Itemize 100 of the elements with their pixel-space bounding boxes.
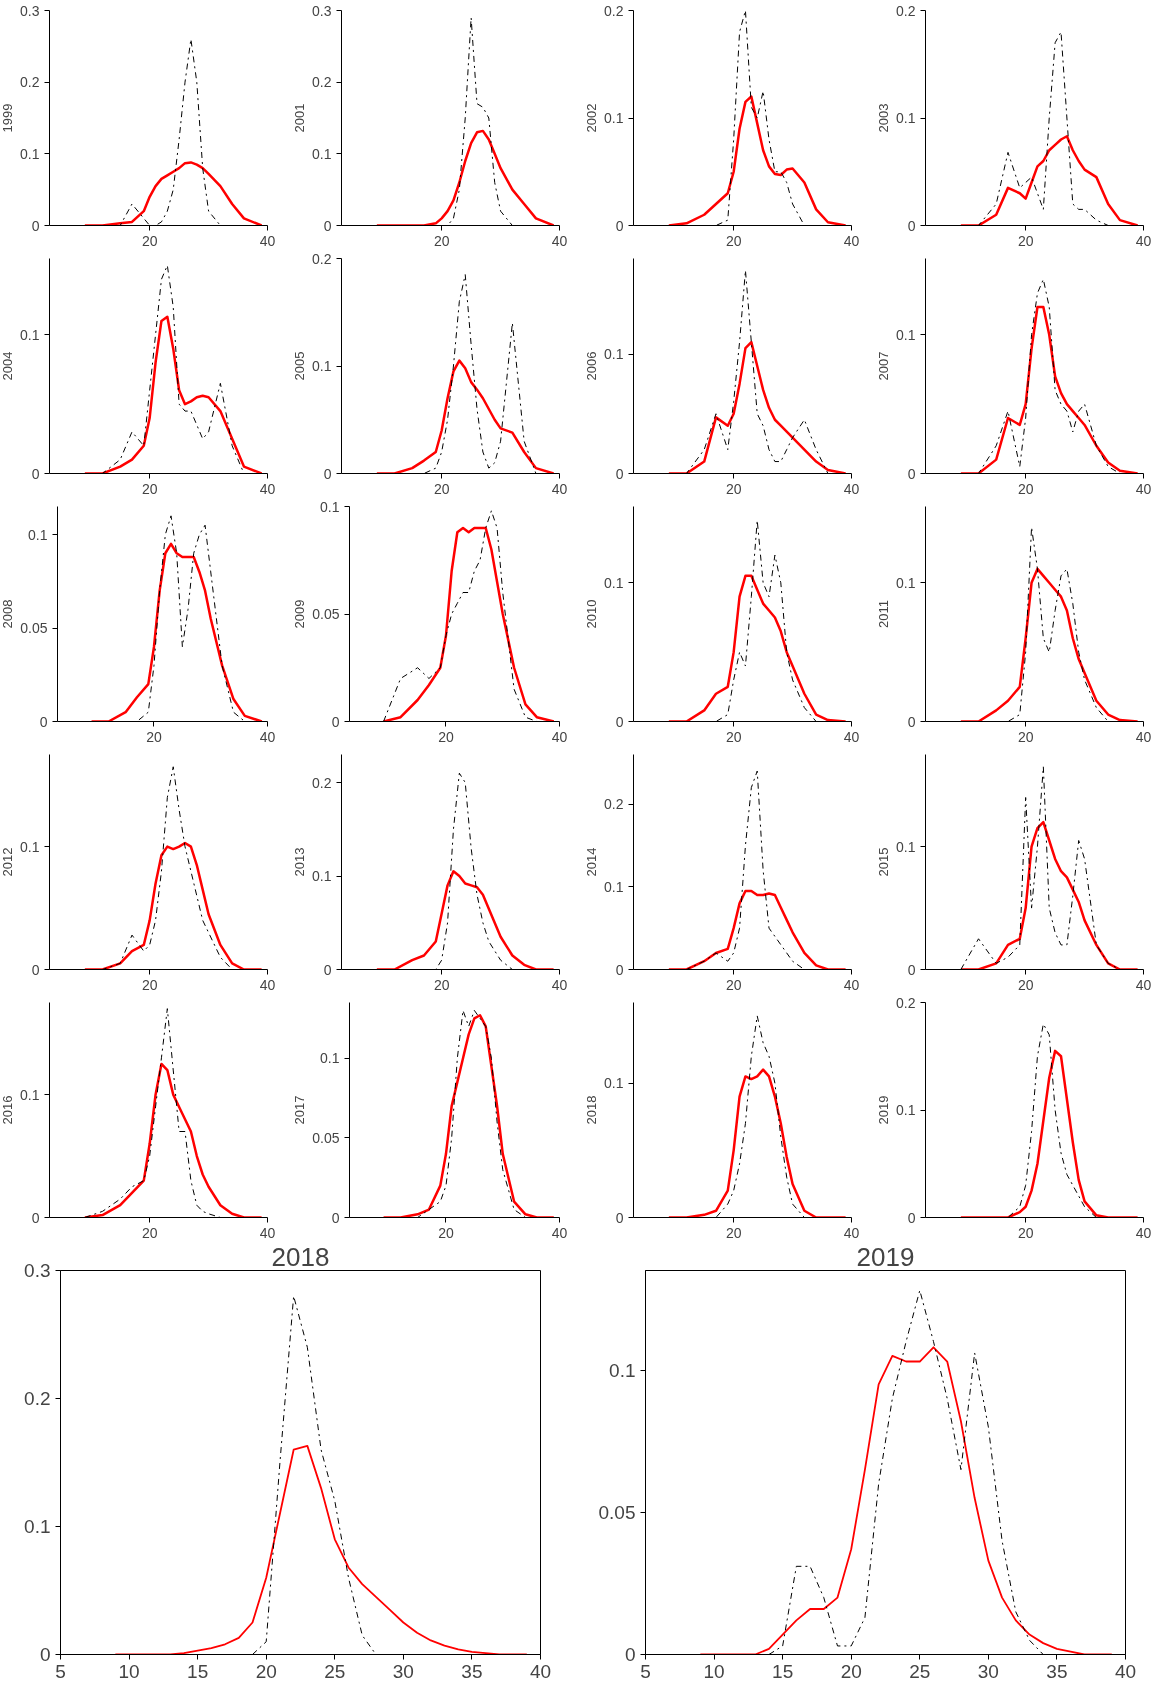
x-tick-label: 20	[146, 728, 162, 745]
y-tick-label: 0	[615, 217, 624, 234]
y-tick-label: 0	[615, 961, 624, 978]
y-tick-label: 0	[615, 1209, 624, 1226]
y-tick-label: 0	[31, 217, 40, 234]
y-tick-label: 0	[31, 961, 40, 978]
y-tick-label: 0	[907, 465, 916, 482]
x-tick-label: 40	[551, 1224, 568, 1241]
y-axis-title: 2011	[876, 600, 892, 628]
y-tick-label: 0	[615, 713, 624, 730]
x-tick-label: 20	[840, 1660, 862, 1682]
y-tick-label: 0.2	[312, 774, 332, 791]
y-axis-title: 2001	[292, 103, 308, 133]
x-tick-label: 20	[1017, 976, 1034, 993]
line-series	[83, 161, 263, 226]
y-tick-label: 0.2	[312, 74, 332, 91]
y-axis-title: 2018	[584, 1095, 600, 1125]
x-tick-label: 20	[433, 976, 450, 993]
y-axis-title: 2003	[876, 103, 892, 133]
x-tick-label: 20	[433, 232, 450, 249]
x-tick-label: 35	[461, 1660, 483, 1682]
x-tick-label: 20	[725, 1224, 742, 1241]
y-tick-label: 0.1	[320, 498, 340, 515]
y-tick-label: 0	[907, 217, 916, 234]
y-tick-label: 0	[323, 217, 332, 234]
y-axis-title: 2002	[584, 103, 600, 133]
y-axis-title: 2012	[0, 847, 16, 877]
y-axis-title: 2016	[0, 1095, 16, 1125]
y-tick-label: 0	[907, 961, 916, 978]
y-tick-label: 0.1	[604, 878, 624, 895]
x-tick-label: 15	[772, 1660, 794, 1682]
y-tick-label: 0.1	[604, 574, 624, 591]
line-series	[667, 889, 847, 970]
x-tick-label: 20	[725, 480, 742, 497]
y-tick-label: 0.1	[28, 526, 48, 543]
x-tick-label: 15	[187, 1660, 209, 1682]
x-tick-label: 20	[438, 1224, 454, 1241]
y-tick-label: 0.1	[20, 326, 40, 343]
x-tick-label: 10	[703, 1660, 725, 1682]
line-series	[667, 95, 847, 226]
x-tick-label: 20	[141, 232, 158, 249]
x-tick-label: 40	[551, 232, 568, 249]
y-tick-label: 0.2	[24, 1388, 51, 1409]
y-tick-label: 0	[31, 1209, 40, 1226]
y-tick-label: 0.2	[604, 796, 624, 813]
x-tick-label: 20	[725, 976, 742, 993]
y-tick-label: 0	[624, 1644, 636, 1665]
y-tick-label: 0.05	[312, 1129, 340, 1146]
y-tick-label: 0.05	[598, 1501, 636, 1523]
line-series	[375, 359, 555, 474]
x-tick-label: 5	[640, 1660, 651, 1682]
x-tick-label: 20	[1017, 1224, 1034, 1241]
y-tick-label: 0.1	[312, 358, 332, 374]
y-axis-title: 2010	[584, 599, 600, 629]
y-tick-label: 0.05	[20, 620, 48, 637]
x-tick-label: 25	[324, 1660, 346, 1682]
y-tick-label: 0.2	[312, 250, 332, 267]
x-tick-label: 40	[551, 976, 568, 993]
x-tick-label: 40	[1135, 728, 1152, 745]
y-tick-label: 0.1	[20, 838, 40, 855]
y-tick-label: 0	[615, 465, 624, 482]
x-tick-label: 40	[843, 480, 860, 497]
x-tick-label: 40	[259, 976, 276, 993]
y-tick-label: 0.1	[609, 1359, 636, 1381]
y-tick-label: 0.1	[604, 110, 624, 126]
x-tick-label: 40	[551, 728, 568, 745]
y-axis-title: 2019	[876, 1095, 892, 1125]
y-tick-label: 0.1	[896, 838, 916, 855]
x-tick-label: 20	[433, 480, 450, 497]
y-tick-label: 0.1	[604, 1075, 624, 1092]
y-tick-label: 0.1	[896, 1102, 916, 1118]
x-tick-label: 40	[529, 1660, 552, 1682]
x-tick-label: 5	[55, 1660, 66, 1682]
y-tick-label: 0.05	[312, 606, 340, 622]
x-tick-label: 35	[1046, 1660, 1068, 1682]
x-tick-label: 20	[1017, 480, 1034, 497]
y-tick-label: 0.1	[312, 145, 332, 162]
x-tick-label: 20	[1017, 232, 1034, 249]
y-tick-label: 0	[31, 465, 40, 482]
y-tick-label: 0	[39, 713, 48, 730]
y-tick-label: 0.3	[20, 2, 40, 19]
x-tick-label: 20	[141, 1224, 158, 1241]
y-tick-label: 0.2	[896, 994, 916, 1011]
line-series	[959, 135, 1139, 226]
y-axis-title: 2009	[292, 599, 308, 629]
chart-title: 2019	[856, 1241, 915, 1272]
line-series	[667, 1068, 847, 1218]
line-series	[959, 567, 1139, 722]
x-tick-label: 40	[259, 1224, 276, 1241]
y-axis-title: 2005	[292, 351, 308, 381]
line-series	[667, 340, 847, 474]
x-tick-label: 40	[1135, 1224, 1152, 1241]
x-tick-label: 40	[1135, 976, 1152, 993]
chart-title: 2018	[271, 1241, 330, 1272]
x-tick-label: 40	[1114, 1660, 1137, 1682]
y-tick-label: 0	[323, 961, 332, 978]
y-tick-label: 0	[907, 713, 916, 730]
y-tick-label: 0.1	[896, 574, 916, 591]
y-tick-label: 0	[323, 465, 332, 482]
x-tick-label: 40	[843, 232, 860, 249]
